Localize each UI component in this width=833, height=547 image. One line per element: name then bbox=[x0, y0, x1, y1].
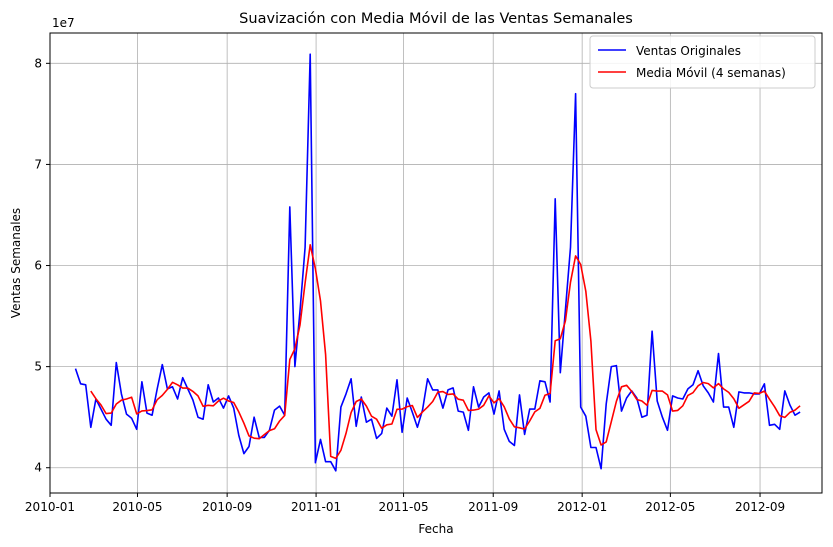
legend-label-original: Ventas Originales bbox=[636, 44, 741, 58]
y-tick-label: 8 bbox=[34, 56, 42, 70]
x-tick-label: 2011-01 bbox=[291, 500, 341, 514]
x-tick-label: 2010-01 bbox=[25, 500, 75, 514]
chart-title: Suavización con Media Móvil de las Venta… bbox=[239, 11, 633, 27]
series-line-original bbox=[74, 53, 801, 472]
x-tick-label: 2011-05 bbox=[378, 500, 428, 514]
x-tick-label: 2010-09 bbox=[202, 500, 252, 514]
y-tick-label: 4 bbox=[34, 461, 42, 475]
y-axis-label: Ventas Semanales bbox=[9, 208, 23, 318]
legend-label-moving-average: Media Móvil (4 semanas) bbox=[636, 66, 786, 80]
x-axis-label: Fecha bbox=[418, 522, 453, 536]
grid bbox=[49, 33, 822, 493]
legend: Ventas Originales Media Móvil (4 semanas… bbox=[589, 35, 816, 89]
x-tick-label: 2011-09 bbox=[468, 500, 518, 514]
y-axis: 4 5 6 7 8 bbox=[34, 56, 50, 475]
y-multiplier-label: 1e7 bbox=[52, 16, 75, 30]
x-tick-label: 2010-05 bbox=[112, 500, 162, 514]
x-tick-label: 2012-01 bbox=[557, 500, 607, 514]
series-line-moving-average bbox=[90, 244, 801, 460]
x-tick-label: 2012-05 bbox=[645, 500, 695, 514]
plot-frame bbox=[49, 32, 823, 494]
legend-box bbox=[589, 35, 816, 89]
y-tick-label: 5 bbox=[34, 360, 42, 374]
plot-area bbox=[74, 53, 801, 472]
x-tick-label: 2012-09 bbox=[735, 500, 785, 514]
y-tick-label: 6 bbox=[34, 259, 42, 273]
x-axis: 2010-01 2010-05 2010-09 2011-01 2011-05 2011-… bbox=[25, 493, 785, 514]
y-tick-label: 7 bbox=[34, 157, 42, 171]
